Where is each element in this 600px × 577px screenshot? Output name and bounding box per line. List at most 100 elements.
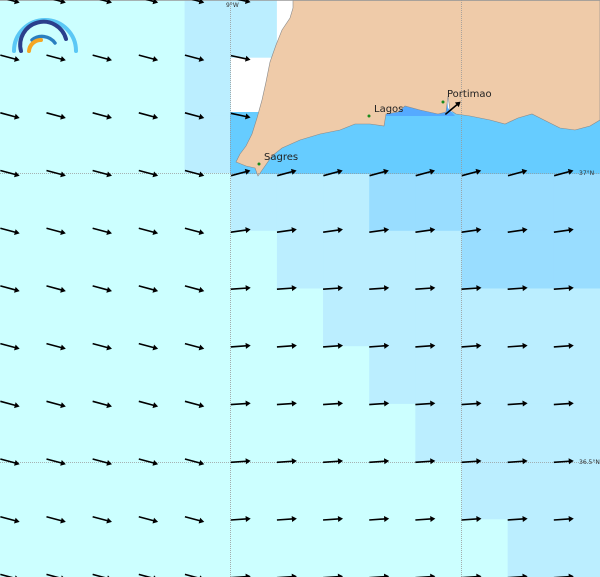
wave-cell [323, 230, 370, 290]
wave-cell [138, 0, 186, 59]
wave-cell [46, 288, 93, 347]
wave-arrow [461, 285, 482, 292]
wave-arrow [276, 400, 297, 407]
wave-cell [461, 288, 509, 347]
place-label-portimao: Portimao [447, 89, 492, 100]
wave-cell [553, 403, 600, 463]
wave-arrow [138, 0, 159, 5]
wave-arrow [276, 458, 297, 465]
wave-cell [553, 173, 600, 232]
wave-arrow [92, 458, 112, 466]
wave-arrow [553, 168, 574, 177]
wave-cell [184, 173, 232, 232]
wave-cell [276, 346, 324, 405]
wave-arrow [323, 285, 344, 292]
wave-arrow [92, 169, 112, 178]
wave-arrow [461, 227, 482, 234]
wave-cell [415, 346, 463, 405]
wave-arrow [92, 285, 112, 293]
wave-arrow [369, 515, 390, 522]
wave-cell [138, 461, 186, 520]
wave-arrow [507, 168, 528, 177]
wave-arrow [230, 285, 251, 292]
wave-arrow [230, 112, 251, 120]
wave-arrow [323, 227, 343, 234]
wave-arrow [46, 169, 66, 178]
wave-arrow [184, 169, 205, 178]
wave-arrow [507, 285, 528, 292]
wave-arrow [230, 458, 251, 465]
lat-label-36-5n: 36.5°N [579, 459, 600, 466]
wave-arrow [0, 227, 20, 235]
wave-arrow [184, 112, 205, 120]
wave-arrow [230, 400, 251, 407]
wave-cell [184, 230, 232, 290]
wave-cell [415, 230, 463, 290]
wave-cell [369, 288, 416, 347]
wave-arrow [0, 515, 20, 524]
wave-arrow [92, 227, 112, 235]
wave-arrow [553, 400, 574, 407]
wave-cell [138, 115, 186, 174]
wave-arrow [507, 227, 528, 234]
wave-cell [138, 230, 186, 290]
wave-arrow [46, 285, 66, 293]
wave-arrow [138, 285, 159, 293]
wave-cell [92, 230, 140, 290]
wave-arrow [46, 458, 66, 466]
wave-arrow [138, 54, 159, 62]
lon-label-9w: 9°W [226, 2, 239, 9]
wave-cell [92, 115, 140, 174]
wave-cell [369, 403, 416, 463]
wave-arrow [0, 285, 20, 293]
wave-cell [184, 0, 232, 59]
wave-arrow [92, 342, 112, 351]
wave-cell [92, 519, 140, 577]
town-marker-sagres [257, 162, 261, 166]
wave-cell [461, 519, 509, 577]
wave-arrow [323, 400, 344, 407]
wave-cell [461, 346, 509, 405]
wave-cell [230, 173, 278, 232]
wave-arrow [230, 227, 251, 234]
wave-arrow [276, 227, 297, 234]
wave-cell [46, 230, 93, 290]
wave-cell [92, 173, 140, 232]
wave-arrow [276, 515, 297, 522]
wave-cell [323, 346, 370, 405]
wave-cell [184, 57, 232, 116]
wave-cell [323, 519, 370, 577]
wave-arrow [230, 168, 251, 177]
wave-arrow [323, 458, 344, 465]
wave-cell [369, 519, 416, 577]
wave-cell [230, 403, 278, 463]
wave-cell [553, 346, 600, 405]
wave-cell [507, 346, 555, 405]
wave-arrow [138, 458, 159, 466]
wave-cell [0, 346, 47, 405]
wave-cell [415, 173, 463, 232]
wave-cell [46, 57, 93, 116]
wave-cell [184, 403, 232, 463]
wave-arrow [184, 54, 205, 62]
wave-cell [507, 403, 555, 463]
wave-cell [276, 519, 324, 577]
wave-cell [184, 519, 232, 577]
wave-arrow [323, 342, 344, 349]
town-marker-portimao [441, 100, 445, 104]
wave-cell [553, 288, 600, 347]
wave-arrow [507, 400, 528, 407]
wave-cell [276, 461, 324, 520]
wave-cell [276, 173, 324, 232]
wave-cell [46, 403, 93, 463]
wave-cell [461, 173, 509, 232]
wave-arrow [277, 168, 297, 177]
wave-cell [46, 173, 93, 232]
wave-arrow [230, 342, 251, 349]
wave-cell [230, 288, 278, 347]
wave-cell [0, 461, 47, 520]
wave-cell [230, 346, 278, 405]
wave-arrow [184, 458, 205, 466]
wave-cell [46, 115, 93, 174]
